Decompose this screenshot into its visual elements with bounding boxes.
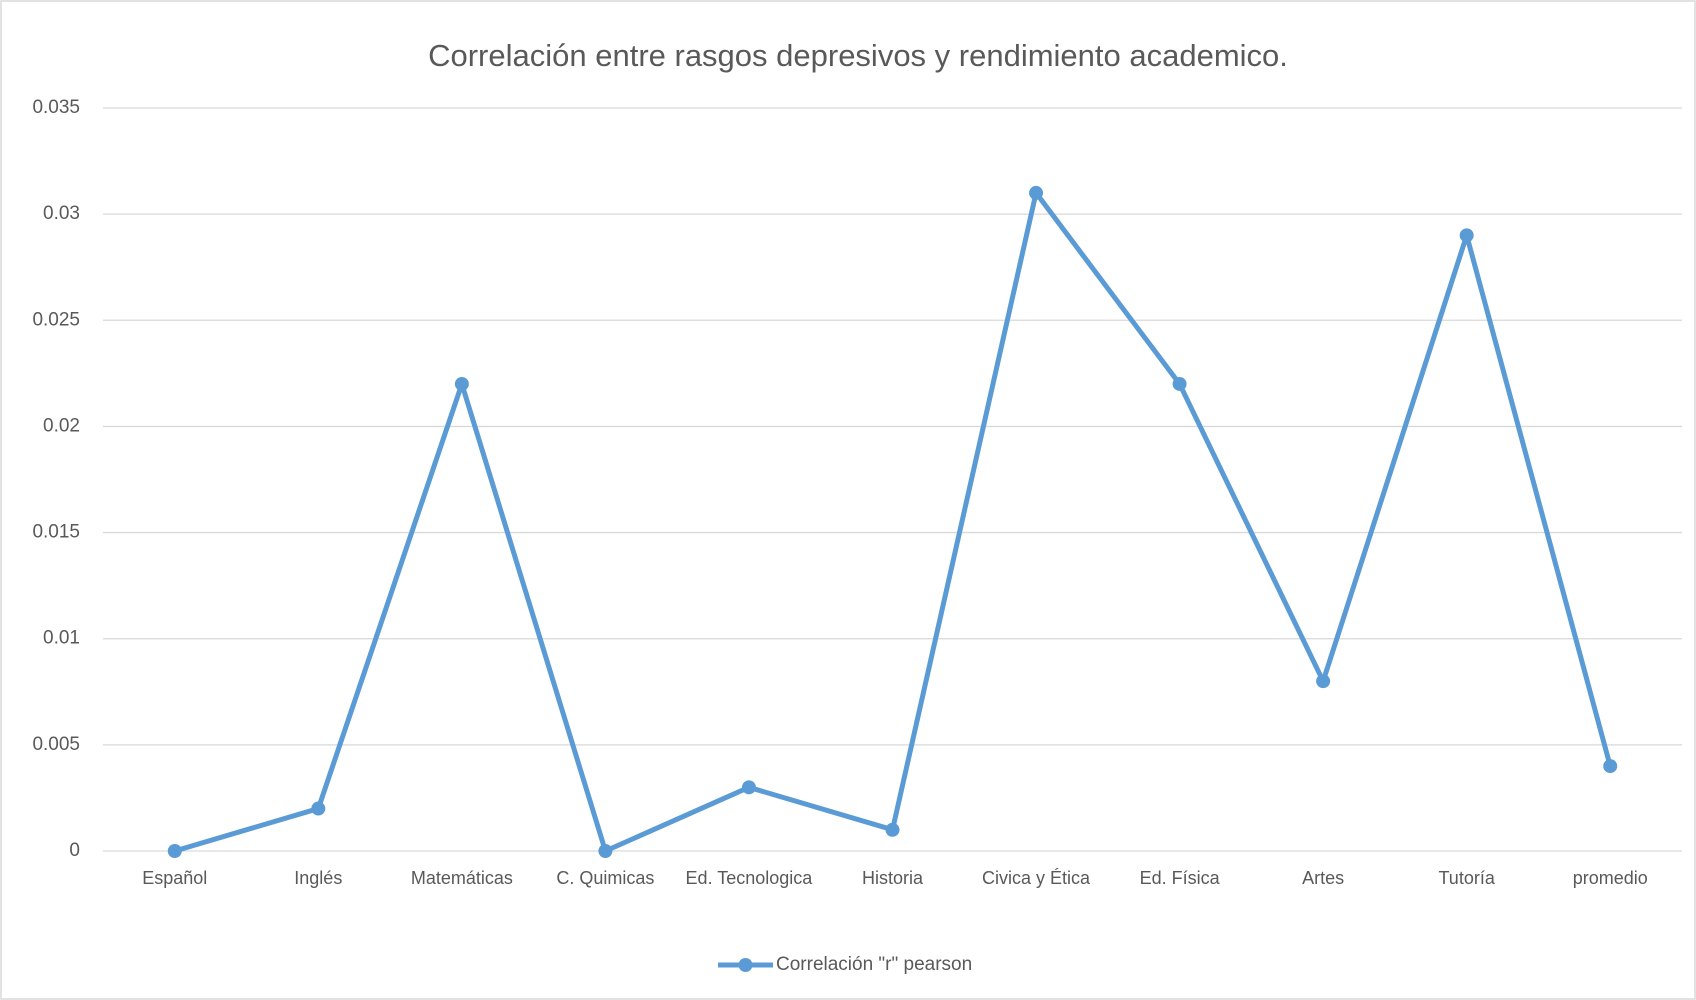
x-tick-label: Inglés: [294, 868, 343, 888]
y-tick-label: 0.02: [43, 415, 80, 436]
legend-marker: [738, 958, 753, 972]
marker: [885, 822, 900, 837]
marker: [311, 801, 326, 816]
y-tick-label: 0.025: [32, 309, 80, 330]
marker: [1459, 228, 1474, 243]
x-tick-label: Historia: [861, 868, 923, 888]
x-tick-label: Ed. Física: [1139, 868, 1220, 888]
x-tick-label: Matemáticas: [410, 868, 513, 888]
marker: [741, 780, 756, 795]
chart-title: Correlación entre rasgos depresivos y re…: [428, 38, 1288, 73]
y-tick-label: 0.01: [43, 628, 80, 649]
marker: [454, 376, 469, 391]
marker: [598, 844, 613, 858]
x-tick-label: Ed. Tecnologica: [685, 868, 813, 888]
x-tick-label: Artes: [1302, 868, 1345, 888]
x-tick-label: Tutoría: [1438, 868, 1495, 888]
y-tick-label: 0: [69, 840, 80, 861]
marker: [1603, 759, 1618, 774]
marker: [1172, 376, 1187, 391]
x-tick-label: Español: [142, 868, 208, 888]
legend-label: Correlación "r" pearson: [776, 954, 972, 975]
y-tick-label: 0.005: [32, 734, 80, 755]
x-tick-label: Civica y Ética: [982, 868, 1091, 888]
y-tick-label: 0.015: [32, 522, 80, 543]
marker: [1029, 185, 1044, 200]
marker: [167, 844, 182, 858]
marker: [1316, 674, 1331, 689]
y-tick-label: 0.035: [32, 97, 80, 118]
x-tick-label: promedio: [1572, 868, 1648, 888]
y-tick-label: 0.03: [43, 203, 80, 224]
x-tick-label: C. Quimicas: [556, 868, 655, 888]
